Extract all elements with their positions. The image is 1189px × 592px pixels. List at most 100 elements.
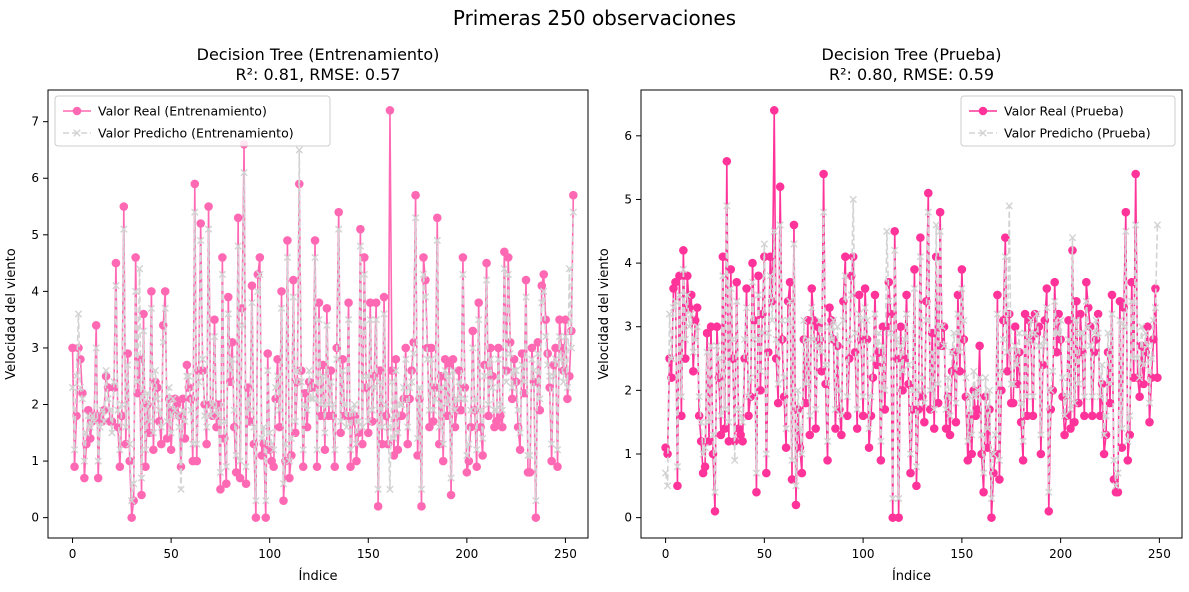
data-point <box>851 329 859 337</box>
legend: Valor Real (Prueba) Valor Predicho (Prueb… <box>960 95 1176 147</box>
data-point <box>382 400 390 409</box>
data-point <box>365 298 375 307</box>
data-point <box>507 394 517 404</box>
data-point <box>344 315 353 324</box>
legend-marker <box>73 129 81 137</box>
data-point <box>175 423 183 431</box>
legend-label: Valor Real (Prueba) <box>1004 104 1124 119</box>
data-point <box>159 338 167 346</box>
data-point <box>724 436 734 446</box>
data-point <box>569 190 578 200</box>
data-point <box>358 439 367 449</box>
data-point <box>435 423 443 431</box>
data-point <box>700 462 710 472</box>
data-point <box>1105 398 1115 408</box>
data-point <box>514 406 522 414</box>
data-point <box>873 342 881 350</box>
data-point <box>837 430 846 440</box>
x-tick-label: 250 <box>1148 547 1171 561</box>
data-point <box>439 440 447 448</box>
data-point <box>785 277 795 287</box>
data-point <box>1033 310 1041 318</box>
data-point <box>114 406 122 414</box>
data-point <box>979 487 988 497</box>
data-point <box>547 456 556 466</box>
data-point <box>80 457 89 465</box>
data-point <box>500 265 509 273</box>
data-point <box>478 451 487 460</box>
data-point <box>723 202 731 210</box>
data-point <box>261 513 271 522</box>
y-tick-label: 2 <box>624 383 632 397</box>
data-point <box>242 463 250 471</box>
data-point <box>1011 342 1019 350</box>
x-tick-label: 0 <box>662 547 670 561</box>
data-point <box>1076 309 1085 319</box>
data-point <box>473 446 481 454</box>
data-point <box>368 406 376 414</box>
data-point <box>405 383 414 392</box>
data-point <box>478 434 487 443</box>
data-point <box>711 488 719 496</box>
data-point <box>941 424 951 433</box>
data-point <box>173 412 181 420</box>
legend-marker <box>979 129 987 137</box>
data-point <box>156 439 166 449</box>
series-1 <box>68 146 578 505</box>
data-point <box>752 469 761 477</box>
data-point <box>835 386 844 395</box>
data-point <box>744 393 753 401</box>
data-point <box>780 373 788 382</box>
data-point <box>789 220 799 230</box>
data-point <box>1064 316 1073 325</box>
data-point <box>448 354 458 364</box>
data-point <box>417 485 426 494</box>
data-point <box>390 434 398 443</box>
data-point <box>147 304 156 313</box>
data-point <box>141 446 150 454</box>
data-point <box>391 354 401 364</box>
data-point <box>762 450 771 458</box>
data-point <box>471 395 479 403</box>
data-point <box>370 383 378 392</box>
data-point <box>719 272 727 280</box>
data-point <box>366 315 374 324</box>
data-point <box>1022 411 1032 421</box>
data-point <box>1151 303 1160 312</box>
data-point <box>710 506 720 516</box>
data-point <box>1060 412 1069 420</box>
data-point <box>472 462 482 472</box>
data-point <box>964 437 972 445</box>
data-point <box>177 485 185 494</box>
data-point <box>547 440 556 448</box>
data-point <box>811 424 820 433</box>
data-point <box>496 411 505 421</box>
data-point <box>875 329 883 337</box>
data-point <box>906 450 915 458</box>
data-point <box>877 437 885 445</box>
data-point <box>1015 329 1023 337</box>
data-point <box>1106 380 1114 388</box>
data-point <box>542 332 550 341</box>
data-point <box>220 417 229 426</box>
chart-title: Decision Tree (Entrenamiento) <box>197 45 440 64</box>
data-point <box>119 202 129 211</box>
data-point <box>344 298 353 307</box>
data-point <box>74 343 83 353</box>
data-point <box>867 393 875 401</box>
data-point <box>372 315 380 324</box>
data-point <box>709 431 717 439</box>
y-tick-label: 5 <box>31 228 39 242</box>
data-point <box>1113 487 1123 497</box>
data-point <box>277 287 286 296</box>
data-point <box>1027 316 1035 325</box>
data-point <box>953 290 963 300</box>
data-point <box>281 440 290 448</box>
data-point <box>954 310 962 318</box>
data-point <box>358 423 367 431</box>
data-point <box>784 316 792 325</box>
data-point <box>1080 411 1089 421</box>
data-point <box>1094 329 1102 337</box>
data-point <box>216 485 225 494</box>
data-point <box>815 316 824 325</box>
